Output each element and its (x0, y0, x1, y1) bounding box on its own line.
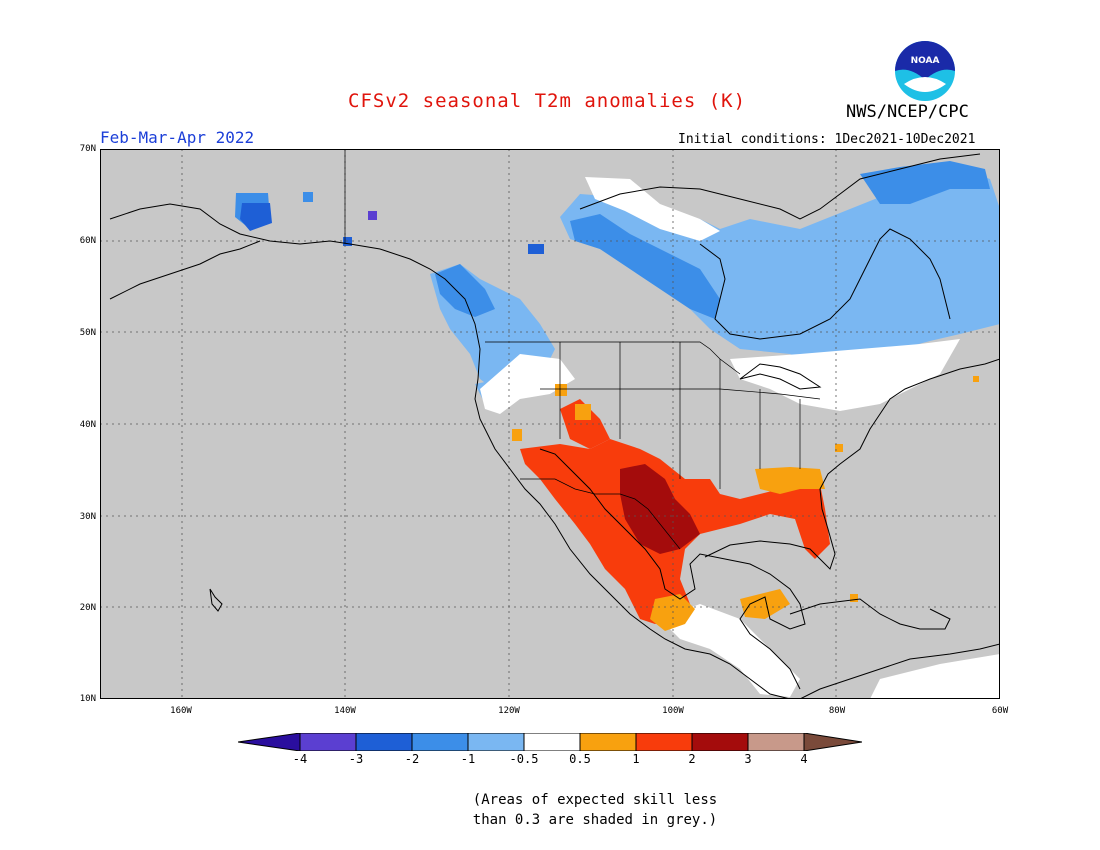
mild-warm-region (755, 467, 825, 494)
mild-warm-region (973, 376, 979, 382)
mild-warm-region (575, 404, 591, 420)
lat-label: 30N (79, 512, 96, 522)
neutral-region (870, 654, 1000, 699)
footnote-line-2: than 0.3 are shaded in grey.) (472, 812, 718, 828)
lon-label: 140W (334, 706, 356, 716)
strong-cold-region (343, 237, 352, 246)
lon-label: 100W (662, 706, 684, 716)
colorbar-segment (356, 733, 412, 751)
colorbar-label: 0.5 (569, 752, 591, 766)
footnote-line-1: (Areas of expected skill less (472, 792, 718, 808)
colorbar-segment (636, 733, 692, 751)
neutral-region (480, 354, 575, 414)
colorbar-segment (580, 733, 636, 751)
mild-warm-region (650, 594, 695, 631)
colorbar-segment (468, 733, 524, 751)
colorbar-segment (748, 733, 804, 751)
anomaly-map (100, 149, 1000, 699)
chart-title: CFSv2 seasonal T2m anomalies (K) (348, 90, 747, 112)
moderate-cold-region (528, 244, 544, 254)
moderate-cold-region (860, 161, 990, 204)
colorbar-segment (804, 733, 862, 751)
colorbar-label: -3 (348, 752, 364, 766)
lat-label: 50N (79, 328, 96, 338)
lat-label: 20N (79, 603, 96, 613)
noaa-logo-icon: NOAA (895, 41, 955, 101)
colorbar-label: -1 (460, 752, 476, 766)
colorbar-label: 3 (744, 752, 752, 766)
moderate-cold-region (303, 192, 313, 202)
mild-warm-region (850, 594, 858, 602)
neutral-region (585, 177, 720, 241)
coastlines (109, 153, 1000, 699)
initial-conditions: Initial conditions: 1Dec2021-10Dec2021 (678, 132, 976, 147)
mild-warm-region (740, 589, 790, 619)
colorbar-label: -2 (404, 752, 420, 766)
strong-cold-region (368, 211, 377, 220)
anomaly-shading (235, 161, 1000, 699)
borders (344, 149, 821, 550)
neutral-region (660, 604, 800, 697)
forecast-period: Feb-Mar-Apr 2022 (100, 128, 255, 147)
warm-anomaly-region (560, 399, 610, 449)
lat-label: 70N (79, 144, 96, 154)
lat-label: 10N (79, 694, 96, 704)
colorbar-label: -4 (292, 752, 308, 766)
lon-label: 120W (498, 706, 520, 716)
colorbar-label: 2 (688, 752, 696, 766)
colorbar-segment (692, 733, 748, 751)
colorbar-segment (300, 733, 356, 751)
colorbar-segment (412, 733, 468, 751)
colorbar-segment (238, 733, 300, 751)
lon-label: 60W (991, 706, 1009, 716)
strong-warm-region (620, 464, 700, 554)
mild-warm-region (555, 384, 567, 396)
colorbar-label: 1 (632, 752, 640, 766)
moderate-cold-region (435, 264, 495, 317)
colorbar (238, 733, 862, 751)
map-gridlines (100, 149, 1000, 699)
organization-label: NWS/NCEP/CPC (846, 102, 969, 122)
mild-warm-region (835, 444, 843, 452)
mild-warm-region (512, 429, 522, 441)
lon-label: 80W (828, 706, 846, 716)
lat-label: 40N (79, 420, 96, 430)
colorbar-label: 4 (800, 752, 808, 766)
lat-label: 60N (79, 236, 96, 246)
moderate-cold-region (570, 214, 720, 319)
lon-label: 160W (170, 706, 192, 716)
logo-text: NOAA (911, 56, 940, 66)
strong-cold-region (240, 203, 272, 231)
neutral-region (730, 339, 960, 411)
colorbar-label: -0.5 (509, 752, 539, 766)
colorbar-segment (524, 733, 580, 751)
